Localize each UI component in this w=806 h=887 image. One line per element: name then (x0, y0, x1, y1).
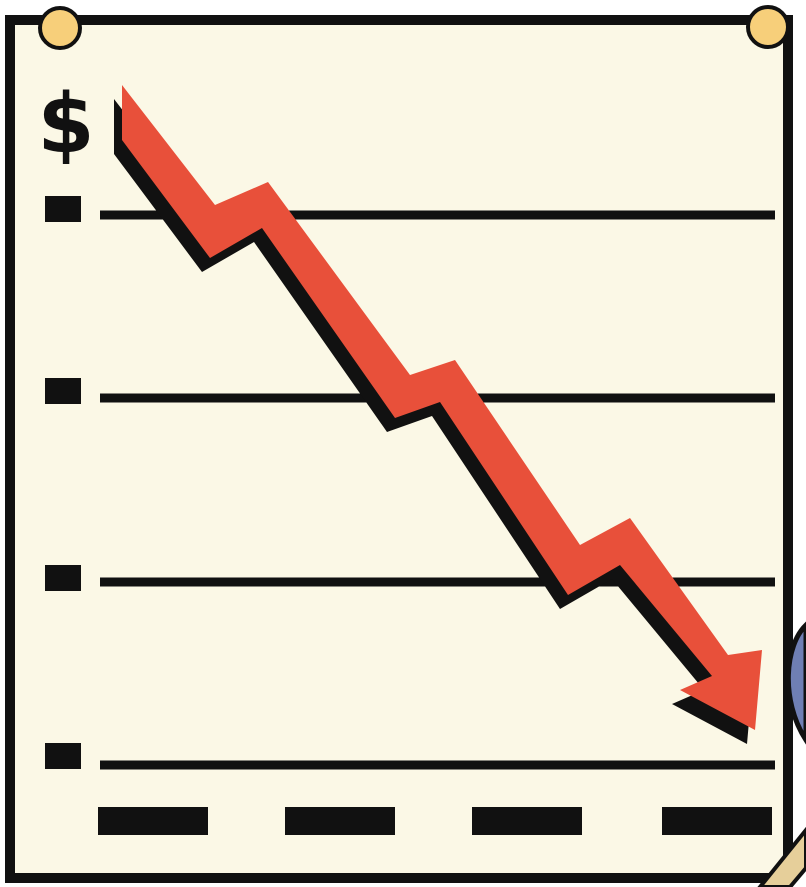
pencil (757, 826, 806, 887)
pin (746, 5, 790, 49)
tick-marks (45, 196, 81, 769)
axis-dashes (98, 807, 772, 835)
dash (285, 807, 395, 835)
dash (98, 807, 208, 835)
tick-square (45, 196, 81, 222)
currency-symbol: $ (37, 77, 94, 172)
pin (38, 6, 82, 50)
trend-arrow (122, 85, 762, 730)
dash (662, 807, 772, 835)
side-object (785, 621, 806, 745)
tick-square (45, 378, 81, 404)
arrow-shadow (114, 99, 754, 744)
tick-square (45, 565, 81, 591)
dash (472, 807, 582, 835)
tick-square (45, 743, 81, 769)
